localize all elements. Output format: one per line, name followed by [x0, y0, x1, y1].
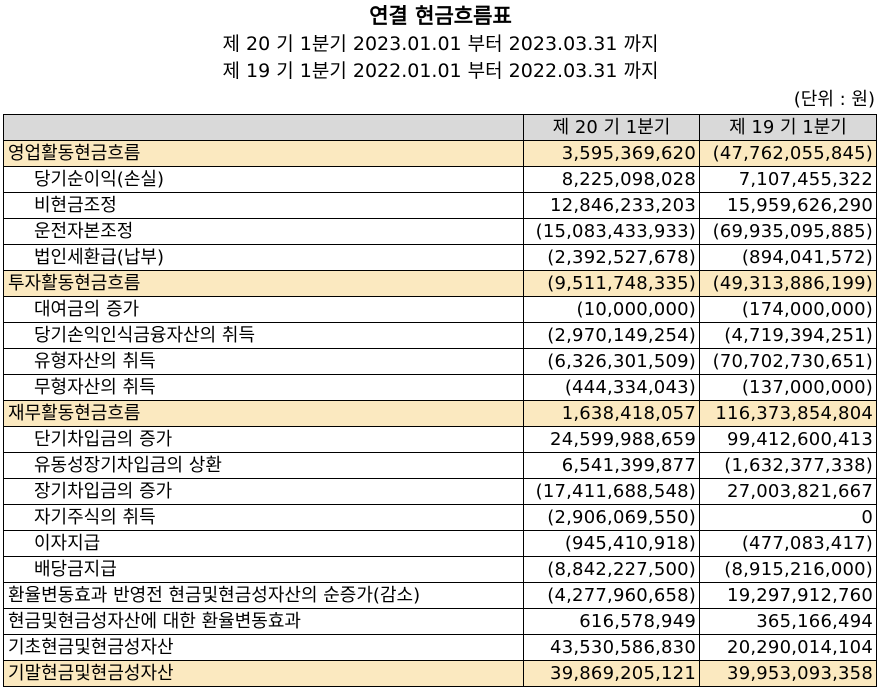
value-current: (6,326,301,509) — [523, 348, 700, 375]
row-label: 단기차입금의 증가 — [3, 426, 524, 453]
value-current: 1,638,418,057 — [523, 400, 700, 427]
table-row: 배당금지급 (8,842,227,500) (8,915,216,000) — [3, 556, 877, 583]
value-prior: 116,373,854,804 — [699, 400, 877, 427]
table-header-row: 제 20 기 1분기 제 19 기 1분기 — [3, 114, 877, 141]
value-prior: (4,719,394,251) — [699, 322, 877, 349]
row-label: 이자지급 — [3, 530, 524, 557]
table-row: 현금및현금성자산에 대한 환율변동효과 616,578,949 365,166,49… — [3, 608, 877, 635]
table-row: 재무활동현금흐름 1,638,418,057 116,373,854,804 — [3, 400, 877, 427]
value-current: 12,846,233,203 — [523, 192, 700, 219]
table-row: 장기차입금의 증가 (17,411,688,548) 27,003,821,667 — [3, 478, 877, 505]
row-label: 기말현금및현금성자산 — [3, 660, 524, 687]
value-current: (2,970,149,254) — [523, 322, 700, 349]
value-current: 8,225,098,028 — [523, 166, 700, 193]
value-current: (444,334,043) — [523, 374, 700, 401]
row-label: 법인세환급(납부) — [3, 244, 524, 271]
row-label: 기초현금및현금성자산 — [3, 634, 524, 661]
value-prior: 365,166,494 — [699, 608, 877, 635]
table-row: 단기차입금의 증가 24,599,988,659 99,412,600,413 — [3, 426, 877, 453]
table-row: 기초현금및현금성자산 43,530,586,830 20,290,014,104 — [3, 634, 877, 661]
row-label: 재무활동현금흐름 — [3, 400, 524, 427]
row-label: 당기순이익(손실) — [3, 166, 524, 193]
value-current: 6,541,399,877 — [523, 452, 700, 479]
row-label: 장기차입금의 증가 — [3, 478, 524, 505]
value-prior: 19,297,912,760 — [699, 582, 877, 609]
column-header-prior: 제 19 기 1분기 — [699, 114, 877, 141]
table-row: 영업활동현금흐름 3,595,369,620 (47,762,055,845) — [3, 140, 877, 167]
period-current: 제 20 기 1분기 2023.01.01 부터 2023.03.31 까지 — [222, 33, 659, 55]
value-current: 43,530,586,830 — [523, 634, 700, 661]
value-current: (8,842,227,500) — [523, 556, 700, 583]
row-label: 무형자산의 취득 — [3, 374, 524, 401]
value-prior: (174,000,000) — [699, 296, 877, 323]
value-prior: 20,290,014,104 — [699, 634, 877, 661]
value-prior: 15,959,626,290 — [699, 192, 877, 219]
value-current: (4,277,960,658) — [523, 582, 700, 609]
value-prior: (137,000,000) — [699, 374, 877, 401]
table-row: 법인세환급(납부) (2,392,527,678) (894,041,572) — [3, 244, 877, 271]
table-row: 유형자산의 취득 (6,326,301,509) (70,702,730,651) — [3, 348, 877, 375]
table-row: 이자지급 (945,410,918) (477,083,417) — [3, 530, 877, 557]
value-prior: 99,412,600,413 — [699, 426, 877, 453]
value-current: 39,869,205,121 — [523, 660, 700, 687]
table-row: 당기순이익(손실) 8,225,098,028 7,107,455,322 — [3, 166, 877, 193]
value-prior: 39,953,093,358 — [699, 660, 877, 687]
row-label: 대여금의 증가 — [3, 296, 524, 323]
value-prior: 0 — [699, 504, 877, 531]
period-prior: 제 19 기 1분기 2022.01.01 부터 2022.03.31 까지 — [222, 60, 659, 82]
row-label: 유형자산의 취득 — [3, 348, 524, 375]
table-row: 대여금의 증가 (10,000,000) (174,000,000) — [3, 296, 877, 323]
value-current: (2,392,527,678) — [523, 244, 700, 271]
row-label: 환율변동효과 반영전 현금및현금성자산의 순증가(감소) — [3, 582, 524, 609]
row-label: 자기주식의 취득 — [3, 504, 524, 531]
unit-label: (단위 : 원) — [793, 89, 875, 110]
table-row: 당기손익인식금융자산의 취득 (2,970,149,254) (4,719,394,… — [3, 322, 877, 349]
value-prior: (47,762,055,845) — [699, 140, 877, 167]
row-label: 영업활동현금흐름 — [3, 140, 524, 167]
row-label: 현금및현금성자산에 대한 환율변동효과 — [3, 608, 524, 635]
value-current: 3,595,369,620 — [523, 140, 700, 167]
value-current: (945,410,918) — [523, 530, 700, 557]
table-row: 자기주식의 취득 (2,906,069,550) 0 — [3, 504, 877, 531]
value-current: (10,000,000) — [523, 296, 700, 323]
value-prior: 27,003,821,667 — [699, 478, 877, 505]
value-current: (17,411,688,548) — [523, 478, 700, 505]
value-prior: (1,632,377,338) — [699, 452, 877, 479]
value-current: (9,511,748,335) — [523, 270, 700, 297]
row-label: 당기손익인식금융자산의 취득 — [3, 322, 524, 349]
value-prior: (477,083,417) — [699, 530, 877, 557]
value-current: (2,906,069,550) — [523, 504, 700, 531]
value-prior: (70,702,730,651) — [699, 348, 877, 375]
table-row: 비현금조정 12,846,233,203 15,959,626,290 — [3, 192, 877, 219]
table-row: 환율변동효과 반영전 현금및현금성자산의 순증가(감소) (4,277,960,6… — [3, 582, 877, 609]
column-header-label — [3, 114, 524, 141]
value-current: 616,578,949 — [523, 608, 700, 635]
table-row: 기말현금및현금성자산 39,869,205,121 39,953,093,358 — [3, 660, 877, 687]
row-label: 비현금조정 — [3, 192, 524, 219]
table-row: 유동성장기차입금의 상환 6,541,399,877 (1,632,377,338) — [3, 452, 877, 479]
value-prior: 7,107,455,322 — [699, 166, 877, 193]
value-prior: (49,313,886,199) — [699, 270, 877, 297]
value-prior: (8,915,216,000) — [699, 556, 877, 583]
value-prior: (894,041,572) — [699, 244, 877, 271]
cash-flow-table: 제 20 기 1분기 제 19 기 1분기 영업활동현금흐름 3,595,369,… — [3, 114, 877, 687]
row-label: 배당금지급 — [3, 556, 524, 583]
value-current: (15,083,433,933) — [523, 218, 700, 245]
table-row: 투자활동현금흐름 (9,511,748,335) (49,313,886,199) — [3, 270, 877, 297]
value-current: 24,599,988,659 — [523, 426, 700, 453]
statement-title: 연결 현금흐름표 — [369, 4, 512, 28]
table-row: 무형자산의 취득 (444,334,043) (137,000,000) — [3, 374, 877, 401]
table-row: 운전자본조정 (15,083,433,933) (69,935,095,885) — [3, 218, 877, 245]
column-header-current: 제 20 기 1분기 — [523, 114, 700, 141]
row-label: 투자활동현금흐름 — [3, 270, 524, 297]
row-label: 운전자본조정 — [3, 218, 524, 245]
row-label: 유동성장기차입금의 상환 — [3, 452, 524, 479]
value-prior: (69,935,095,885) — [699, 218, 877, 245]
